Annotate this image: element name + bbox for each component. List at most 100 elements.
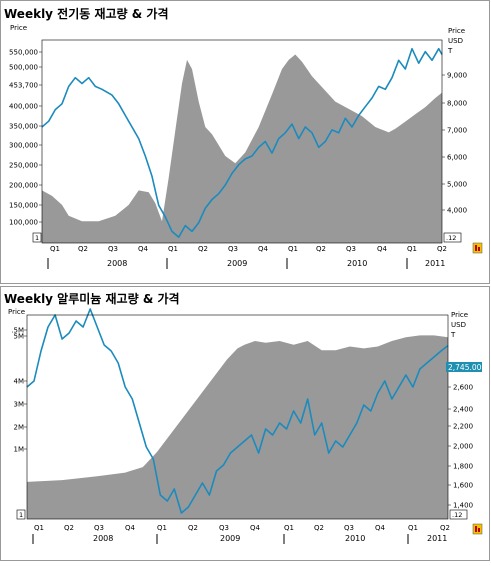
left-tick-label: 2M [14, 424, 25, 432]
price-line [26, 308, 449, 514]
plot-frame [26, 314, 449, 520]
quarter-label: Q3 [219, 524, 229, 532]
current-price-badge [446, 362, 482, 372]
chart-title: Weekly 알루미늄 재고량 & 가격 [4, 291, 180, 306]
quarter-label: Q1 [50, 245, 60, 253]
quarter-label: Q2 [64, 524, 74, 532]
quarter-label: Q1 [157, 524, 167, 532]
copper-chart-panel: Weekly 전기동 재고량 & 가격 Price Price USD T 55… [0, 0, 490, 284]
year-label: 2011 [425, 259, 445, 268]
quarter-label: Q4 [138, 245, 149, 253]
left-tick-label: 150,000 [9, 202, 38, 210]
quarter-label: Q1 [168, 245, 178, 253]
quarter-label: Q2 [314, 524, 324, 532]
right-axis-ticks: 9,000 8,000 7,000 6,000 5,000 4,000 [442, 72, 467, 215]
left-tick-label: 500,000 [9, 64, 38, 72]
quarter-label: Q1 [34, 524, 44, 532]
left-tick-label: 4M [14, 378, 25, 386]
copper-plot-area [41, 39, 443, 244]
plot-frame [41, 39, 443, 244]
right-tick-label: 2,600 [453, 384, 473, 392]
quarter-label: Q3 [228, 245, 238, 253]
quarter-label: Q3 [108, 245, 118, 253]
year-label: 2010 [345, 534, 365, 543]
left-axis-ticks: 550,000 500,000 453,700 400,000 350,000 300,0… [9, 49, 42, 227]
year-label: 2010 [347, 259, 367, 268]
right-tick-label: 2,400 [453, 406, 473, 414]
right-axis-label-unit: T [447, 47, 453, 55]
right-flag-box [443, 232, 462, 243]
right-tick-label: 9,000 [447, 72, 467, 80]
quarter-label: Q2 [440, 524, 450, 532]
quarter-label: Q2 [188, 524, 198, 532]
right-axis-label-usd: USD [451, 321, 466, 329]
left-flag-box [16, 509, 26, 520]
left-flag: 1 [19, 511, 23, 519]
left-tick-label: 1M [14, 446, 25, 454]
quarter-label: Q1 [284, 524, 294, 532]
chart-title: Weekly 전기동 재고량 & 가격 [4, 6, 169, 21]
right-tick-label: 4,000 [447, 207, 467, 215]
left-tick-label: 453,700 [9, 82, 38, 90]
quarter-label: Q3 [94, 524, 104, 532]
scale-icon[interactable] [472, 242, 483, 254]
left-tick-label: 550,000 [9, 49, 38, 57]
left-tick-label: 400,000 [9, 103, 38, 111]
left-tick-label: 350,000 [9, 123, 38, 131]
left-axis-label: Price [10, 24, 27, 32]
quarter-label: Q4 [125, 524, 136, 532]
right-axis-label-usd: USD [448, 37, 463, 45]
quarter-label: Q1 [288, 245, 298, 253]
quarter-label: Q4 [250, 524, 261, 532]
right-flag: .12 [446, 234, 456, 242]
quarter-label: Q2 [437, 245, 447, 253]
time-axis: Q1 Q2 Q3 Q4 Q1 Q2 Q3 Q4 Q1 Q2 Q3 Q4 Q1 Q2 2008 2009 2010… [32, 524, 450, 544]
left-tick-label: 250,000 [9, 162, 38, 170]
left-tick-label: .5M [11, 327, 24, 335]
year-label: 2008 [93, 534, 113, 543]
right-axis-label-unit: T [450, 331, 456, 339]
aluminum-plot-area [26, 308, 449, 520]
price-line [41, 47, 443, 238]
right-tick-label: 1,800 [453, 463, 473, 471]
quarter-label: Q2 [316, 245, 326, 253]
left-tick-label: 300,000 [9, 142, 38, 150]
right-tick-label: 8,000 [447, 100, 467, 108]
right-tick-label: 2,200 [453, 423, 473, 431]
right-axis-label-price: Price [451, 311, 468, 319]
quarter-label: Q1 [407, 245, 417, 253]
left-flag: 1 [35, 234, 39, 242]
year-label: 2011 [427, 534, 447, 543]
right-tick-label: 5,000 [447, 181, 467, 189]
right-flag: .12 [452, 511, 462, 519]
year-label: 2009 [227, 259, 247, 268]
quarter-label: Q4 [258, 245, 269, 253]
right-axis-label-price: Price [448, 27, 465, 35]
scale-icon[interactable] [472, 523, 483, 535]
year-label: 2008 [107, 259, 127, 268]
year-label: 2009 [220, 534, 240, 543]
inventory-area [42, 54, 442, 243]
left-axis-label: Price [8, 308, 25, 316]
quarter-label: Q2 [198, 245, 208, 253]
right-tick-label: 1,400 [453, 502, 473, 510]
aluminum-chart-panel: Weekly 알루미늄 재고량 & 가격 Price Price USD T .… [0, 286, 490, 561]
left-tick-label: 3M [14, 401, 25, 409]
left-tick-label: 5M [14, 333, 25, 341]
right-tick-label: 2,000 [453, 443, 473, 451]
right-flag-box [449, 509, 468, 520]
right-tick-label: 7,000 [447, 127, 467, 135]
quarter-label: Q3 [344, 524, 354, 532]
left-flag-box [32, 232, 42, 243]
left-tick-label: 200,000 [9, 182, 38, 190]
quarter-label: Q2 [78, 245, 88, 253]
time-axis: Q1 Q2 Q3 Q4 Q1 Q2 Q3 Q4 Q1 Q2 Q3 Q4 Q1 Q2 2008 2009 2010… [47, 245, 447, 269]
quarter-label: Q4 [377, 245, 388, 253]
inventory-area [27, 335, 448, 519]
current-price-label: 2,745.00 [448, 363, 482, 372]
quarter-label: Q1 [408, 524, 418, 532]
right-tick-label: 1,600 [453, 482, 473, 490]
quarter-label: Q3 [346, 245, 356, 253]
